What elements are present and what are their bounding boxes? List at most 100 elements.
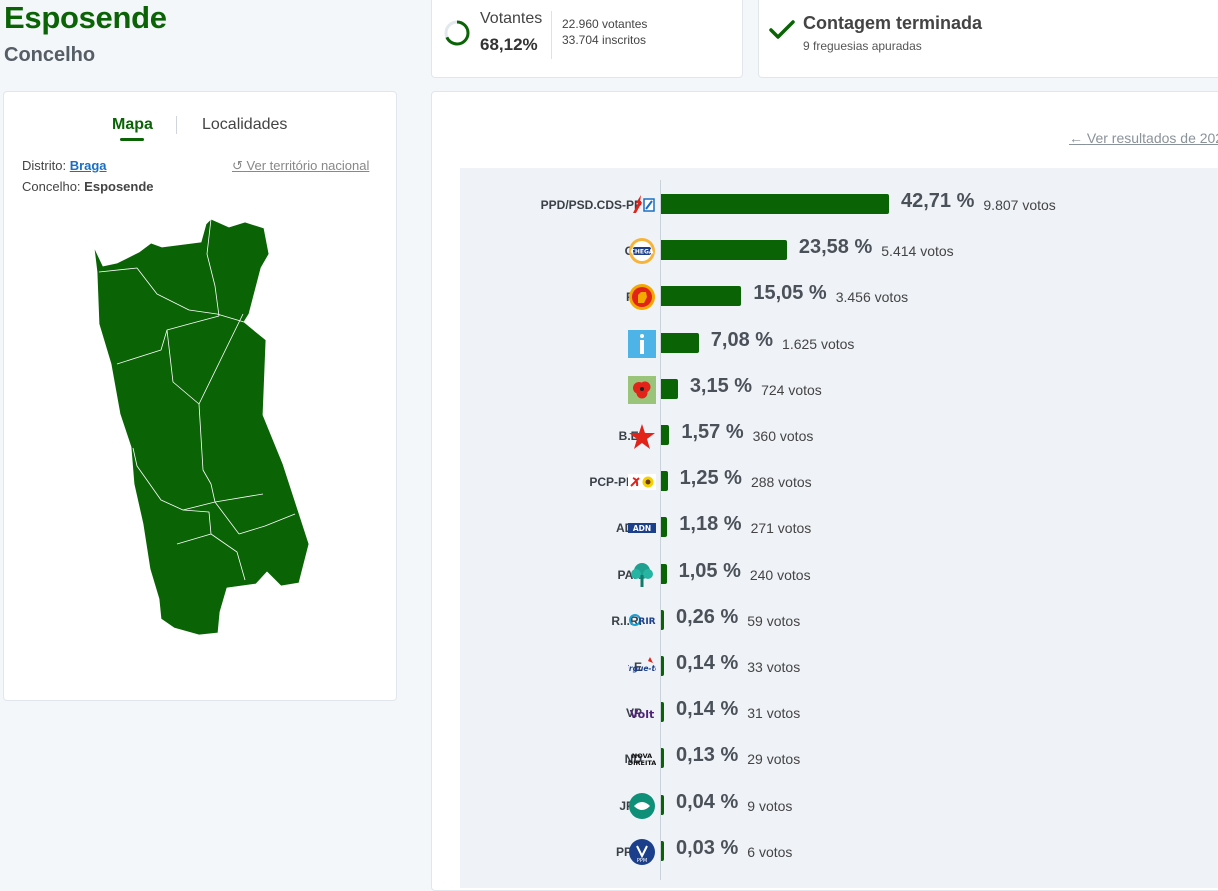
voters-count: 22.960 votantes — [562, 17, 648, 31]
tab-localidades[interactable]: Localidades — [202, 116, 288, 133]
party-percent: 0,14 % — [676, 698, 739, 721]
map-parish — [93, 218, 310, 636]
party-row[interactable]: B.E. 1,57 % 360 votos — [432, 421, 1218, 451]
party-row[interactable]: ND NOVA DIREITA 0,13 % 29 votos — [432, 744, 1218, 774]
contagem-title: Contagem terminada — [803, 13, 983, 33]
distrito-link[interactable]: Braga — [69, 158, 107, 173]
party-row[interactable]: PPM PPM 0,03 % 6 votos — [432, 837, 1218, 867]
votantes-percent: 68,12% — [480, 35, 538, 54]
nova-direita-logo: NOVA DIREITA — [628, 745, 657, 773]
turnout-ring-icon — [444, 20, 470, 46]
party-percent: 1,57 % — [681, 421, 744, 443]
registered-count: 33.704 inscritos — [562, 33, 647, 47]
party-votes: 33 votos — [747, 659, 801, 675]
party-percent: 0,13 % — [676, 744, 739, 767]
party-name: PPD/PSD.CDS-PP — [540, 198, 642, 212]
party-percent: 1,25 % — [679, 467, 742, 490]
party-percent: 0,04 % — [676, 790, 739, 813]
map-panel: Mapa Localidades Distrito: Braga Concelh… — [3, 91, 397, 701]
result-bar — [661, 702, 664, 723]
tab-divider — [176, 116, 177, 134]
results-chart — [460, 168, 1218, 888]
previous-results-label: Ver resultados de 2024 — [1086, 130, 1218, 146]
party-row[interactable]: L3,15 %724 votos — [432, 375, 1218, 405]
concelho-value: Esposende — [84, 179, 154, 194]
party-row[interactable]: PCP-PEV 1,25 % 288 votos — [432, 467, 1218, 497]
ps-fist-logo — [628, 283, 656, 311]
votantes-label: Votantes — [480, 10, 543, 27]
be-star-logo — [628, 422, 656, 450]
rir-logo: RIR — [628, 607, 656, 635]
party-votes: 240 votos — [749, 566, 811, 583]
result-bar — [661, 656, 664, 676]
national-territory-link[interactable]: ↺ Ver território nacional — [232, 158, 369, 174]
party-name: E — [633, 660, 642, 674]
party-votes: 5.414 votos — [881, 243, 954, 260]
party-row[interactable]: PAN 1,05 % 240 votos — [432, 560, 1218, 590]
party-percent: 3,15 % — [689, 374, 753, 397]
svg-text:RIR: RIR — [638, 617, 655, 627]
party-percent: 0,14 % — [676, 652, 739, 674]
party-percent: 1,18 % — [679, 513, 742, 536]
svg-text:NOVA: NOVA — [632, 752, 652, 760]
party-percent: 0,26 % — [676, 605, 739, 628]
party-votes: 288 votos — [750, 474, 812, 491]
jpp-logo — [628, 792, 656, 820]
parish-map[interactable] — [89, 214, 319, 639]
party-row[interactable]: R.I.R. RIR 0,26 % 59 votos — [432, 606, 1218, 636]
svg-text:PPM: PPM — [637, 858, 647, 864]
ppm-logo: PPM — [628, 838, 656, 866]
party-name: VP — [625, 706, 642, 721]
livre-poppy-logo — [628, 375, 656, 404]
result-bar — [661, 240, 787, 261]
result-bar — [661, 286, 742, 307]
party-row[interactable]: ADNADN1,18 %271 votos — [432, 513, 1218, 543]
party-percent: 23,58 % — [798, 236, 873, 259]
party-percent: 7,08 % — [710, 328, 774, 351]
result-bar — [661, 425, 670, 445]
party-votes: 31 votos — [747, 705, 801, 722]
party-name: ND — [624, 752, 642, 767]
party-row[interactable]: JPP0,04 %9 votos — [432, 791, 1218, 821]
results-panel: ← Ver resultados de 2024 PPD/PSD.CDS-PP 4… — [431, 91, 1218, 891]
chega-logo: CHEGA — [628, 237, 656, 265]
result-bar — [661, 378, 678, 399]
concelho-label: Concelho: — [22, 179, 81, 194]
party-votes: 271 votos — [750, 520, 812, 537]
cdu-logo — [628, 468, 656, 496]
page-subtitle: Concelho — [4, 44, 96, 66]
party-votes: 9.807 votos — [983, 197, 1056, 213]
volt-logo: Volt — [628, 699, 656, 727]
party-percent: 1,05 % — [678, 559, 741, 582]
party-name: B.E. — [618, 429, 642, 443]
party-percent: 15,05 % — [753, 282, 827, 305]
result-bar — [661, 748, 664, 769]
party-votes: 29 votos — [747, 751, 801, 768]
party-row[interactable]: PPD/PSD.CDS-PP 42,71 % 9.807 votos — [432, 190, 1218, 220]
party-votes: 9 votos — [747, 797, 793, 814]
party-row[interactable]: IL7,08 %1.625 votos — [432, 329, 1218, 359]
contagem-card: Contagem terminada 9 freguesias apuradas — [758, 0, 1218, 78]
page-title: Esposende — [4, 0, 167, 35]
adn-logo: ADN — [628, 514, 656, 542]
party-row[interactable]: EErgue-te 0,14 % 33 votos — [432, 652, 1218, 682]
party-row[interactable]: CHCHEGA23,58 %5.414 votos — [432, 236, 1218, 266]
party-votes: 724 votos — [761, 381, 822, 398]
party-row[interactable]: PS15,05 %3.456 votos — [432, 282, 1218, 312]
tab-mapa[interactable]: Mapa — [112, 116, 153, 133]
result-bar — [661, 563, 667, 584]
undo-icon: ↺ — [232, 158, 243, 173]
party-votes: 360 votos — [752, 428, 814, 444]
distrito-label: Distrito: — [22, 158, 67, 173]
distrito-row: Distrito: Braga — [22, 158, 107, 173]
party-votes: 1.625 votos — [782, 335, 855, 352]
party-votes: 59 votos — [747, 612, 801, 629]
previous-results-link[interactable]: ← Ver resultados de 2024 — [1069, 130, 1218, 146]
result-bar — [661, 794, 664, 815]
contagem-subtitle: 9 freguesias apuradas — [803, 39, 922, 53]
votantes-card: Votantes 68,12% 22.960 votantes 33.704 i… — [431, 0, 743, 78]
active-tab-indicator — [120, 138, 144, 141]
arrow-left-icon: ← — [1069, 130, 1083, 146]
party-row[interactable]: VP Volt 0,14 % 31 votos — [432, 698, 1218, 728]
